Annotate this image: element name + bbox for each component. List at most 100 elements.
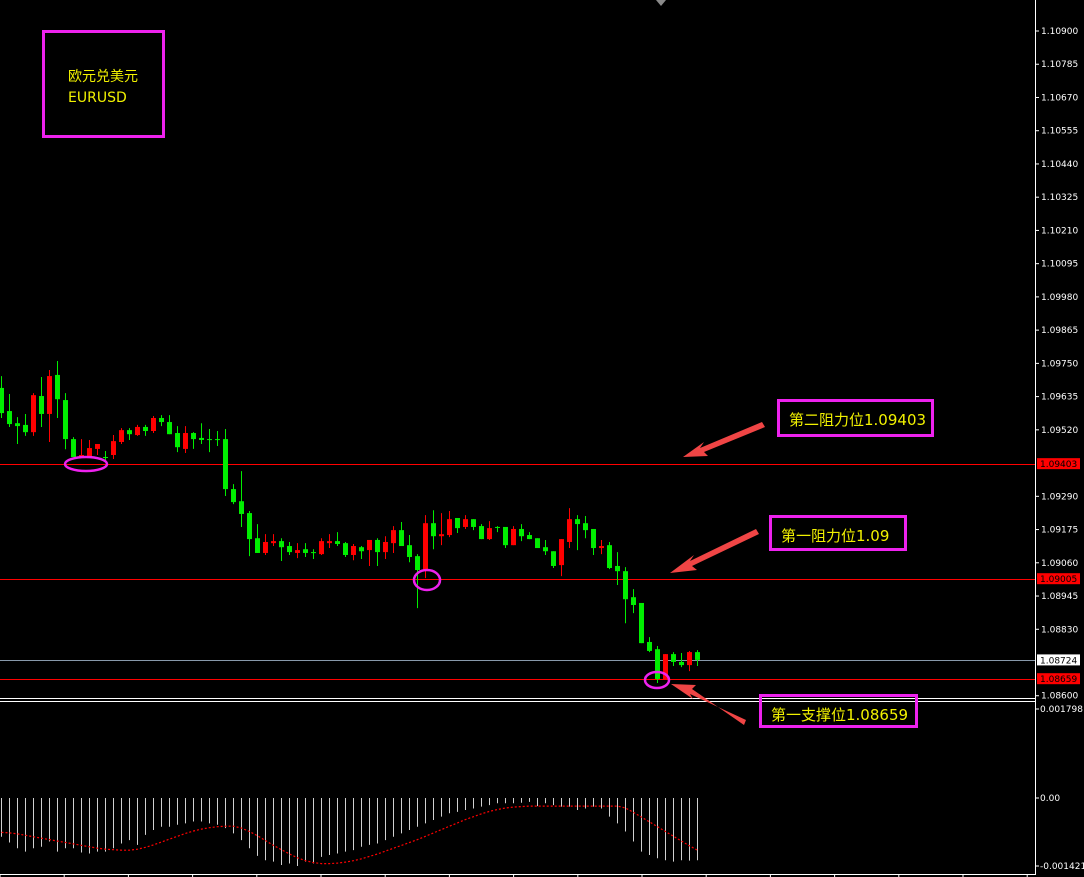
candle-body <box>95 444 100 449</box>
touch-marker-ellipse <box>63 455 109 473</box>
candle-body <box>119 430 124 442</box>
bullish-candle <box>511 526 516 546</box>
bearish-candle <box>647 637 652 653</box>
bearish-candle <box>15 417 20 445</box>
bullish-candle <box>135 424 140 436</box>
candle-body <box>199 437 204 440</box>
candle-body <box>15 423 20 427</box>
candle-body <box>503 526 508 546</box>
bullish-candle <box>599 539 604 555</box>
candle-body <box>0 387 4 414</box>
price-tick-label: 1.10785 <box>1041 60 1078 70</box>
candle-body <box>351 546 356 555</box>
bearish-candle <box>415 554 420 609</box>
price-tick-label: 1.08945 <box>1041 592 1078 602</box>
candles <box>0 361 700 684</box>
last-price-tag <box>1037 654 1080 666</box>
bullish-candle <box>559 539 564 577</box>
price-tick-label: 1.09175 <box>1041 526 1078 536</box>
bullish-candle <box>119 428 124 445</box>
bearish-candle <box>343 541 348 558</box>
candle-body <box>47 376 52 414</box>
annotation-marks <box>63 422 765 725</box>
price-tick-label: 1.10555 <box>1041 127 1078 137</box>
candle-body <box>399 530 404 547</box>
candle-body <box>87 448 92 457</box>
bullish-candle <box>79 439 84 458</box>
bullish-candle <box>447 511 452 538</box>
bearish-candle <box>375 538 380 566</box>
candle-body <box>279 541 284 548</box>
bullish-candle <box>295 543 300 559</box>
price-tick-label: 1.09635 <box>1041 393 1078 403</box>
price-tick-label: 1.10670 <box>1041 93 1078 103</box>
bearish-candle <box>407 535 412 563</box>
bearish-candle <box>551 551 556 568</box>
price-tag-label: 1.08659 <box>1040 675 1077 685</box>
candle-body <box>535 538 540 549</box>
price-tick-label: 1.09290 <box>1041 492 1078 502</box>
bullish-candle <box>687 650 692 672</box>
candle-body <box>559 539 564 566</box>
bearish-candle <box>543 539 548 555</box>
bearish-candle <box>7 394 12 427</box>
bearish-candle <box>103 450 108 461</box>
bullish-candle <box>487 521 492 540</box>
price-tick-label: 1.09865 <box>1041 326 1078 336</box>
bullish-candle <box>319 538 324 555</box>
candle-body <box>191 433 196 440</box>
candle-body <box>471 519 476 527</box>
candle-body <box>495 526 500 528</box>
candle-body <box>415 556 420 571</box>
bearish-candle <box>55 361 60 418</box>
candle-body <box>543 547 548 552</box>
bearish-candle <box>455 517 460 534</box>
bullish-candle <box>567 508 572 549</box>
bearish-candle <box>591 528 596 555</box>
candle-body <box>615 565 620 572</box>
price-tag-label: 1.09005 <box>1040 575 1077 585</box>
bullish-candle <box>327 534 332 549</box>
resistance2-label: 第二阻力位1.09403 <box>777 399 934 437</box>
bullish-candle <box>111 435 116 460</box>
bearish-candle <box>535 538 540 549</box>
bullish-candle <box>367 539 372 566</box>
bullish-candle <box>439 513 444 546</box>
bearish-candle <box>311 549 316 560</box>
candle-body <box>183 433 188 449</box>
price-tag-label: 1.08724 <box>1040 656 1077 666</box>
bearish-candle <box>471 519 476 531</box>
candle-body <box>687 652 692 666</box>
arrow-to-support1-icon <box>671 684 746 725</box>
candle-body <box>103 457 108 459</box>
bearish-candle <box>399 522 404 547</box>
bearish-candle <box>255 524 260 553</box>
bearish-candle <box>527 532 532 540</box>
chart-shift-marker-icon[interactable] <box>656 0 666 6</box>
price-tick-label: 1.10325 <box>1041 193 1078 203</box>
candle-body <box>575 519 580 525</box>
candle-body <box>383 541 388 553</box>
bullish-candle <box>271 534 276 547</box>
symbol-name: EURUSD <box>68 90 127 106</box>
candle-body <box>463 519 468 527</box>
candle-body <box>623 571 628 600</box>
bearish-candle <box>127 428 132 440</box>
price-tick-label: 1.09520 <box>1041 426 1078 436</box>
candle-body <box>551 551 556 566</box>
bearish-candle <box>0 376 4 418</box>
macd-tick-label: 0.001798 <box>1040 705 1083 715</box>
candle-body <box>343 543 348 555</box>
bullish-candle <box>151 415 156 434</box>
bearish-candle <box>479 524 484 540</box>
candle-body <box>679 661 684 666</box>
bullish-candle <box>87 439 92 457</box>
candle-body <box>591 528 596 549</box>
price-tag-label: 1.09403 <box>1040 460 1077 470</box>
candle-body <box>487 528 492 540</box>
candle-body <box>263 541 268 553</box>
candle-body <box>671 654 676 662</box>
candle-body <box>143 426 148 431</box>
candle-body <box>599 546 604 549</box>
